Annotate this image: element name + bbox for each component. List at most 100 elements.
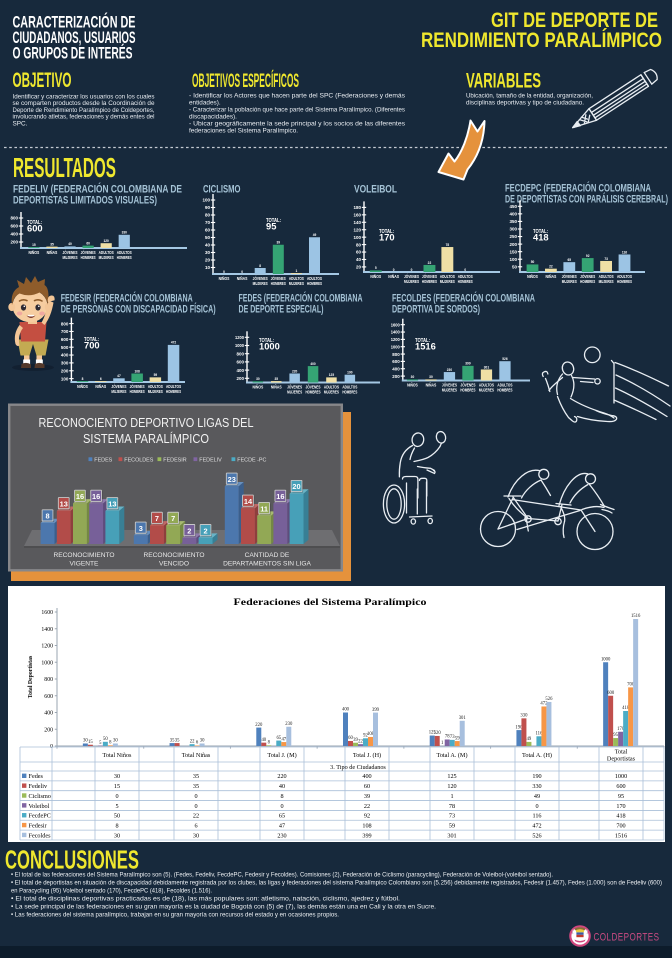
svg-text:600: 600 bbox=[44, 694, 53, 700]
svg-text:0: 0 bbox=[194, 803, 197, 810]
svg-text:600: 600 bbox=[11, 224, 19, 229]
svg-text:TOTAL:: TOTAL: bbox=[84, 337, 99, 343]
svg-text:DE PERSONAS CON DISCAPACIDAD F: DE PERSONAS CON DISCAPACIDAD FÍSICA) bbox=[61, 303, 216, 316]
svg-text:125: 125 bbox=[329, 373, 335, 377]
svg-text:NIÑAS: NIÑAS bbox=[47, 250, 58, 255]
svg-text:SISTEMA PARALÍMPICO: SISTEMA PARALÍMPICO bbox=[83, 431, 209, 446]
svg-text:40: 40 bbox=[356, 257, 362, 262]
svg-text:472: 472 bbox=[532, 822, 541, 829]
svg-text:ADULTOS: ADULTOS bbox=[289, 276, 304, 281]
svg-text:16: 16 bbox=[276, 492, 284, 501]
svg-text:700: 700 bbox=[627, 683, 635, 688]
svg-text:1: 1 bbox=[296, 269, 298, 273]
svg-text:160: 160 bbox=[354, 213, 362, 218]
svg-text:HOMBRES: HOMBRES bbox=[580, 279, 595, 284]
svg-text:8: 8 bbox=[45, 512, 49, 521]
svg-text:0: 0 bbox=[115, 793, 118, 800]
svg-text:FECOLDES (FEDERACIÓN COLOMBIAN: FECOLDES (FEDERACIÓN COLOMBIANA bbox=[392, 292, 535, 305]
svg-text:1: 1 bbox=[450, 793, 453, 800]
svg-text:47: 47 bbox=[117, 374, 121, 378]
svg-text:73: 73 bbox=[604, 257, 608, 261]
svg-text:• El total de las federaciones: • El total de las federaciones del Siste… bbox=[11, 872, 553, 879]
svg-text:65: 65 bbox=[568, 258, 572, 262]
svg-text:30: 30 bbox=[114, 832, 120, 839]
svg-text:526: 526 bbox=[502, 357, 508, 361]
svg-text:8: 8 bbox=[259, 264, 261, 268]
svg-text:HOMBRES: HOMBRES bbox=[166, 389, 181, 394]
svg-text:1000: 1000 bbox=[391, 344, 401, 349]
svg-text:6: 6 bbox=[100, 377, 102, 381]
svg-text:35: 35 bbox=[274, 377, 278, 381]
svg-text:FecdePC: FecdePC bbox=[29, 813, 51, 820]
svg-text:200: 200 bbox=[11, 240, 19, 245]
svg-text:600: 600 bbox=[607, 691, 615, 696]
svg-text:330: 330 bbox=[520, 714, 528, 719]
svg-text:MUJERES: MUJERES bbox=[479, 388, 494, 393]
svg-text:125: 125 bbox=[447, 773, 456, 780]
svg-text:330: 330 bbox=[122, 231, 128, 235]
svg-text:ADULTOS: ADULTOS bbox=[440, 274, 455, 279]
svg-text:RESULTADOS: RESULTADOS bbox=[13, 152, 116, 183]
svg-text:50: 50 bbox=[512, 264, 518, 269]
svg-text:22: 22 bbox=[364, 803, 370, 810]
svg-text:NIÑAS: NIÑAS bbox=[237, 276, 248, 281]
svg-text:60: 60 bbox=[356, 250, 362, 255]
svg-text:GIT DE DEPORTE DE: GIT DE DEPORTE DE bbox=[491, 8, 658, 32]
svg-text:8: 8 bbox=[115, 822, 118, 829]
svg-text:78: 78 bbox=[445, 735, 450, 740]
svg-text:HOMBRES: HOMBRES bbox=[460, 388, 475, 393]
svg-text:NIÑAS: NIÑAS bbox=[546, 274, 557, 279]
svg-text:40: 40 bbox=[68, 242, 72, 246]
svg-text:108: 108 bbox=[362, 822, 371, 829]
svg-text:MUJERES: MUJERES bbox=[287, 390, 302, 395]
svg-text:59: 59 bbox=[449, 822, 455, 829]
svg-text:39: 39 bbox=[353, 738, 358, 743]
svg-text:35: 35 bbox=[193, 773, 199, 780]
svg-text:140: 140 bbox=[354, 220, 362, 225]
svg-text:95: 95 bbox=[618, 793, 624, 800]
svg-text:MUJERES: MUJERES bbox=[562, 279, 577, 284]
svg-text:30: 30 bbox=[193, 832, 199, 839]
svg-text:2: 2 bbox=[187, 526, 191, 535]
svg-text:• El total de deportistas en s: • El total de deportistas en situación d… bbox=[11, 880, 662, 887]
svg-text:ADULTOS: ADULTOS bbox=[307, 276, 322, 281]
svg-text:40: 40 bbox=[279, 783, 285, 790]
svg-text:Total Niños: Total Niños bbox=[103, 752, 133, 759]
svg-text:TOTAL:: TOTAL: bbox=[266, 218, 281, 224]
svg-text:ADULTOS: ADULTOS bbox=[148, 384, 163, 389]
svg-text:TOTAL:: TOTAL: bbox=[533, 229, 548, 235]
svg-text:NIÑAS: NIÑAS bbox=[388, 274, 399, 279]
svg-text:30: 30 bbox=[113, 739, 118, 744]
svg-text:HOMBRES: HOMBRES bbox=[617, 279, 632, 284]
svg-text:400: 400 bbox=[44, 711, 53, 717]
svg-text:15: 15 bbox=[32, 243, 36, 247]
svg-text:NIÑAS: NIÑAS bbox=[95, 384, 106, 389]
svg-text:FEDELIV: FEDELIV bbox=[199, 457, 222, 463]
svg-text:JÓVENES: JÓVENES bbox=[580, 274, 595, 279]
svg-text:MUJERES: MUJERES bbox=[599, 279, 614, 284]
svg-text:Fecoldes: Fecoldes bbox=[29, 832, 52, 839]
svg-text:1600: 1600 bbox=[41, 610, 53, 616]
svg-text:150: 150 bbox=[510, 249, 518, 254]
svg-text:190: 190 bbox=[515, 725, 523, 730]
svg-text:800: 800 bbox=[44, 677, 53, 683]
svg-text:VOLEIBOL: VOLEIBOL bbox=[354, 184, 397, 196]
svg-text:1200: 1200 bbox=[391, 337, 401, 342]
svg-text:30: 30 bbox=[200, 739, 205, 744]
svg-text:400: 400 bbox=[510, 212, 518, 217]
svg-text:TOTAL:: TOTAL: bbox=[27, 220, 42, 226]
svg-text:22: 22 bbox=[358, 739, 363, 744]
svg-text:Fedes: Fedes bbox=[29, 773, 44, 780]
svg-text:11: 11 bbox=[260, 504, 268, 513]
svg-text:120: 120 bbox=[354, 227, 362, 232]
svg-text:NIÑOS: NIÑOS bbox=[77, 384, 88, 389]
svg-text:330: 330 bbox=[532, 783, 541, 790]
svg-text:MUJERES: MUJERES bbox=[289, 281, 304, 286]
svg-text:0: 0 bbox=[223, 270, 225, 274]
svg-text:200: 200 bbox=[237, 376, 245, 381]
svg-text:CONCLUSIONES: CONCLUSIONES bbox=[5, 845, 139, 875]
svg-text:Fedeliv: Fedeliv bbox=[29, 783, 48, 790]
svg-text:- Caracterizar la población qu: - Caracterizar la población que hace par… bbox=[189, 107, 405, 114]
svg-text:1516: 1516 bbox=[415, 342, 436, 352]
svg-text:DE DEPORTE ESPECIAL): DE DEPORTE ESPECIAL) bbox=[239, 304, 324, 316]
